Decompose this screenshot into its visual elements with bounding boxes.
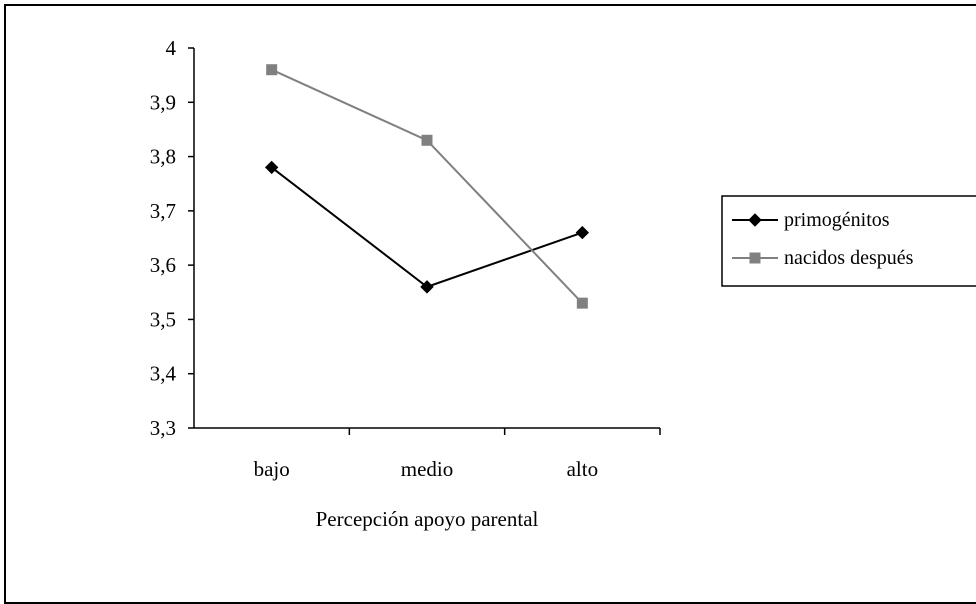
legend-item: primogénitos: [732, 209, 890, 231]
data-point-diamond: [420, 280, 434, 294]
data-point-diamond: [575, 225, 590, 240]
axes: [188, 47, 661, 435]
x-category-labels: bajo medio alto: [254, 457, 598, 481]
x-axis-title: Percepción apoyo parental: [316, 507, 539, 531]
y-tick-labels: 3,3 3,4 3,5 3,6 3,7 3,8 3,9 4: [150, 36, 177, 440]
legend-box: [721, 195, 976, 287]
legend-label: primogénitos: [784, 209, 890, 231]
y-tick-label: 3,8: [150, 145, 176, 169]
series-line: [271, 166, 583, 288]
y-tick-label: 3,9: [150, 90, 176, 114]
data-point-diamond: [264, 160, 279, 175]
y-tick-label: 3,4: [150, 362, 177, 386]
x-category-label: medio: [401, 457, 454, 481]
data-point-square: [421, 134, 433, 146]
y-tick-label: 3,5: [150, 307, 176, 331]
legend-item: nacidos después: [732, 247, 914, 269]
x-category-label: bajo: [254, 457, 290, 481]
y-tick-label: 3,3: [150, 416, 176, 440]
x-category-label: alto: [567, 457, 599, 481]
series-line: [271, 68, 584, 304]
y-tick-label: 3,7: [150, 199, 176, 223]
y-tick-label: 3,6: [150, 253, 176, 277]
series-1: [264, 160, 590, 294]
chart-frame: [4, 4, 976, 604]
legend-label: nacidos después: [784, 247, 914, 269]
data-point-diamond: [748, 213, 762, 227]
series-2: [266, 64, 588, 309]
data-point-square: [266, 64, 278, 76]
series-group: [264, 64, 590, 309]
legend: primogénitos nacidos después: [721, 195, 976, 287]
data-point-square: [576, 297, 588, 309]
data-point-square: [749, 252, 761, 264]
y-tick-label: 4: [166, 36, 177, 60]
